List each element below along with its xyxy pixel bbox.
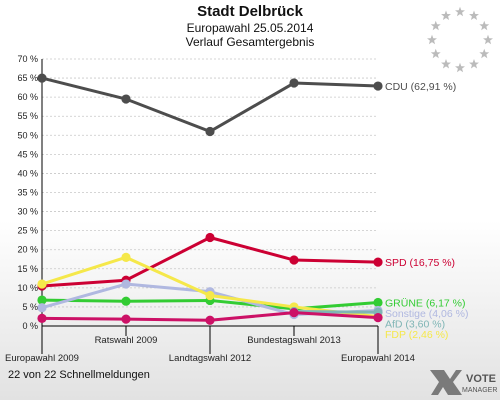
y-tick-label: 25 % — [17, 226, 38, 236]
y-tick-label: 60 % — [17, 92, 38, 102]
eu-star-icon — [479, 20, 490, 31]
chart-title: Stadt Delbrück — [197, 3, 304, 20]
y-tick-label: 0 % — [22, 321, 38, 331]
eu-star-icon — [483, 34, 493, 45]
series-label-fdp: FDP (2,46 %) — [385, 329, 448, 341]
data-point-fdp — [205, 290, 215, 301]
data-point-fdp — [37, 279, 47, 289]
eu-star-icon — [455, 62, 465, 73]
data-point-spd — [205, 232, 215, 243]
eu-star-icon — [479, 48, 490, 59]
y-tick-label: 10 % — [17, 283, 38, 293]
series-label-cdu: CDU (62,91 %) — [385, 81, 456, 93]
data-point-sonstige — [121, 279, 131, 289]
chart-subtitle-2: Verlauf Gesamtergebnis — [186, 35, 315, 49]
series-label-spd: SPD (16,75 %) — [385, 257, 455, 269]
vote-manager-x-icon: VOTE MANAGER — [430, 370, 497, 395]
data-point-spd — [373, 257, 383, 267]
brand-line-2: MANAGER — [462, 387, 497, 394]
x-tick-label: Ratswahl 2009 — [95, 335, 158, 346]
vote-manager-logo: VOTE MANAGER — [426, 364, 498, 398]
y-tick-label: 65 % — [17, 73, 38, 83]
eu-stars-icon — [427, 6, 493, 73]
eu-star-icon — [469, 10, 479, 20]
eu-star-icon — [469, 59, 479, 69]
data-point-grüne — [121, 296, 131, 306]
plot-area: 0 % 5 % 10 % 15 % 20 % 25 % 30 % 35 % 40 % 45 % 50… — [5, 54, 468, 364]
data-point-cdu — [37, 73, 47, 83]
series-line-afd — [293, 310, 379, 314]
brand-line-1: VOTE — [466, 373, 496, 385]
y-tick-label: 35 % — [17, 188, 38, 198]
y-tick-label: 30 % — [17, 207, 38, 217]
data-point-other — [205, 315, 215, 325]
data-point-cdu — [121, 94, 131, 104]
y-tick-label: 55 % — [17, 111, 38, 121]
x-tick-label: Landtagswahl 2012 — [169, 353, 251, 364]
data-point-other — [121, 314, 131, 324]
data-point-sonstige — [37, 303, 47, 313]
x-tick-label: Europawahl 2014 — [341, 353, 415, 364]
series-line-cdu — [41, 76, 379, 133]
data-point-grüne — [373, 297, 383, 308]
y-tick-label: 40 % — [17, 168, 38, 178]
series-label-sonstige: Sonstige (4,06 %) — [385, 308, 468, 320]
data-point-grüne — [37, 295, 47, 305]
eu-star-icon — [430, 48, 441, 59]
y-tick-label: 50 % — [17, 130, 38, 140]
data-point-cdu — [289, 78, 299, 88]
series-label-afd: AfD (3,60 %) — [385, 318, 445, 330]
y-tick-label: 20 % — [17, 245, 38, 255]
data-point-other — [289, 308, 299, 318]
chart-subtitle-1: Europawahl 25.05.2014 — [187, 21, 314, 35]
y-tick-label: 45 % — [17, 149, 38, 159]
data-point-fdp — [121, 252, 131, 262]
data-point-spd — [289, 255, 299, 265]
data-point-other — [37, 313, 47, 323]
y-tick-label: 5 % — [22, 302, 38, 312]
eu-star-icon — [455, 6, 465, 17]
eu-star-icon — [441, 59, 451, 69]
eu-star-icon — [441, 10, 451, 20]
x-tick-label: Bundestagswahl 2013 — [247, 335, 341, 346]
series-line-spd — [41, 236, 379, 288]
y-tick-label: 70 % — [17, 54, 38, 64]
x-tick-label: Europawahl 2009 — [5, 353, 79, 364]
eu-star-icon — [427, 34, 437, 45]
data-point-other — [373, 313, 383, 323]
y-tick-label: 15 % — [17, 264, 38, 274]
status-text: 22 von 22 Schnellmeldungen — [8, 369, 150, 381]
series-label-grüne: GRÜNE (6,17 %) — [385, 297, 466, 309]
data-point-cdu — [205, 126, 215, 137]
data-point-cdu — [373, 81, 383, 91]
eu-star-icon — [430, 20, 441, 31]
